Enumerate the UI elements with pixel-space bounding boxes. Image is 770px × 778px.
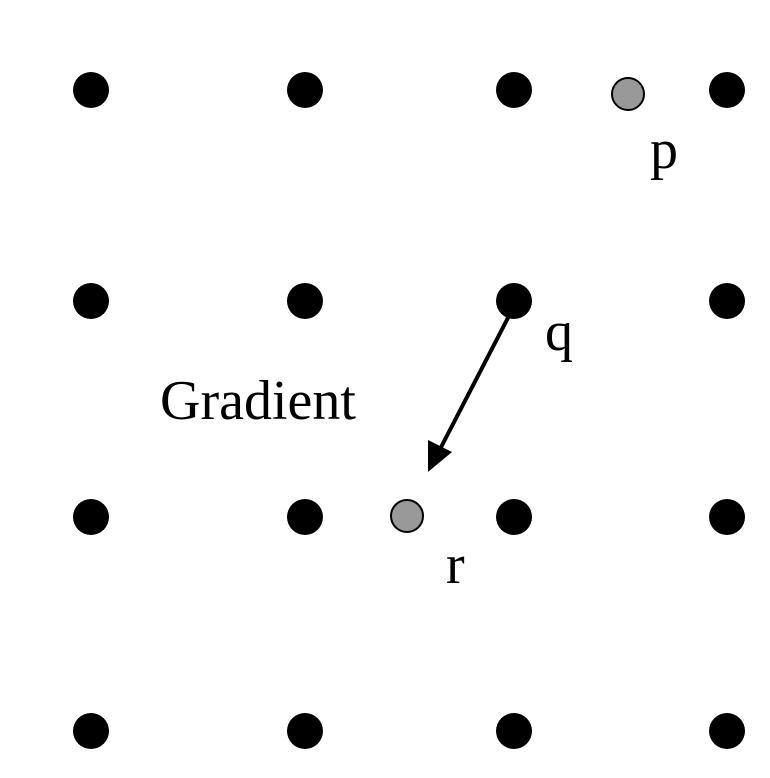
grid-point bbox=[709, 72, 745, 108]
grid-point bbox=[496, 713, 532, 749]
grid-point bbox=[496, 72, 532, 108]
grid-point bbox=[73, 283, 109, 319]
gradient-arrow-head bbox=[428, 440, 452, 472]
grid-point bbox=[73, 72, 109, 108]
grid-point bbox=[287, 72, 323, 108]
label-r: r bbox=[446, 534, 465, 596]
grid-point bbox=[287, 499, 323, 535]
gradient-arrow-shaft bbox=[435, 311, 513, 456]
label-q: q bbox=[545, 301, 573, 363]
grid-point bbox=[73, 713, 109, 749]
label-p: p bbox=[650, 119, 678, 181]
grid-point bbox=[709, 283, 745, 319]
grid-point bbox=[709, 499, 745, 535]
grid-point bbox=[287, 283, 323, 319]
grid-point bbox=[709, 713, 745, 749]
grid-point bbox=[496, 499, 532, 535]
point-p bbox=[611, 77, 645, 111]
grid-point bbox=[287, 713, 323, 749]
grid-point bbox=[496, 283, 532, 319]
label-gradient: Gradient bbox=[160, 370, 356, 432]
point-r bbox=[390, 499, 424, 533]
grid-point bbox=[73, 499, 109, 535]
grid-points bbox=[73, 72, 745, 749]
